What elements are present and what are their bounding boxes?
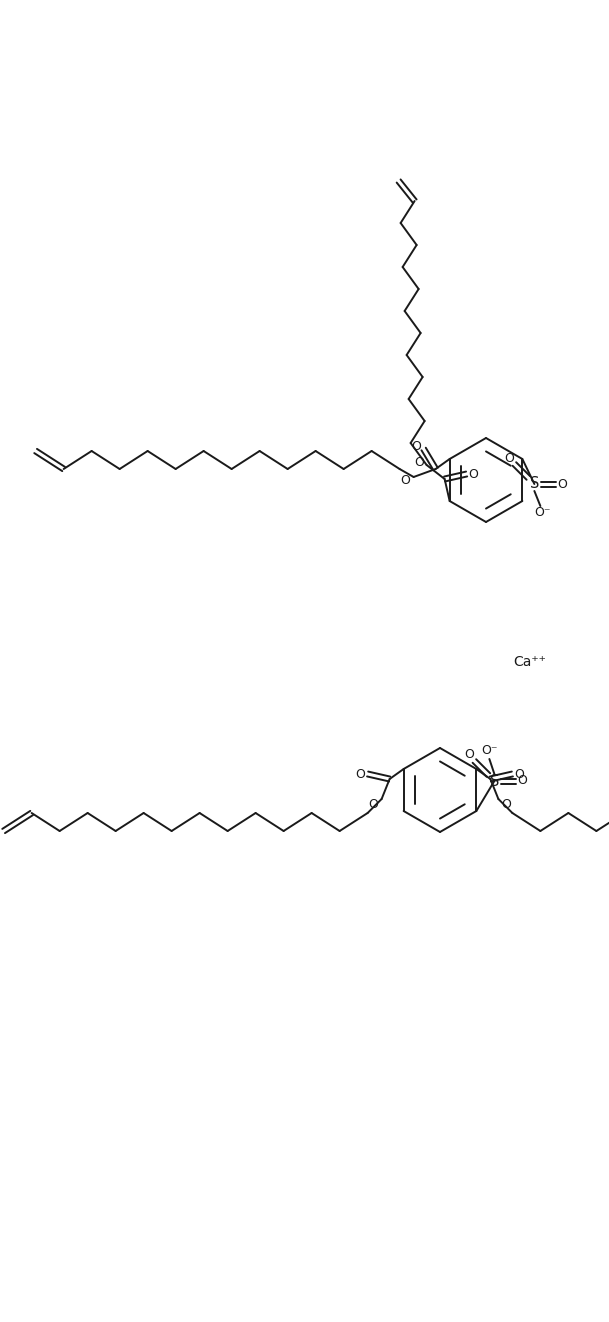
Text: O: O: [356, 768, 365, 780]
Text: O: O: [501, 797, 512, 810]
Text: S: S: [490, 773, 499, 788]
Text: O: O: [401, 473, 410, 486]
Text: S: S: [530, 476, 539, 492]
Text: Ca⁺⁺: Ca⁺⁺: [513, 654, 546, 669]
Text: O: O: [504, 452, 515, 464]
Text: O: O: [415, 456, 424, 468]
Text: O: O: [368, 797, 379, 810]
Text: O: O: [465, 748, 474, 761]
Text: O⁻: O⁻: [481, 744, 498, 758]
Text: O: O: [515, 768, 524, 780]
Text: O: O: [557, 477, 568, 490]
Text: O: O: [412, 440, 421, 453]
Text: O⁻: O⁻: [534, 506, 551, 520]
Text: O: O: [469, 468, 479, 480]
Text: O: O: [518, 775, 527, 788]
